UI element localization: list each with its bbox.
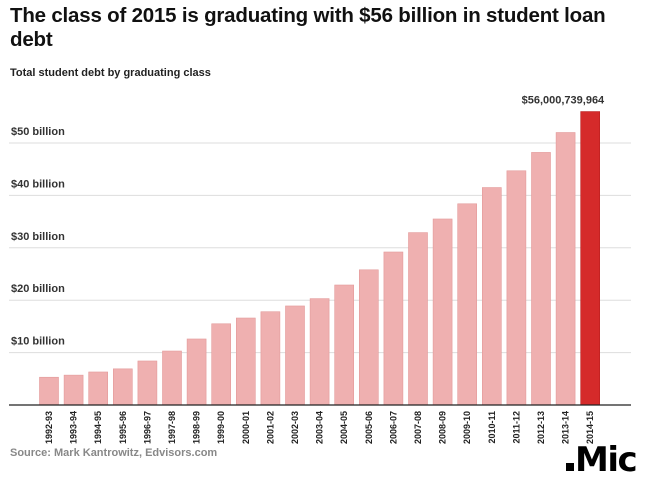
bar-2008-09 [432, 218, 453, 406]
x-tick-label: 2001-02 [265, 411, 275, 444]
x-tick-label: 1992-93 [44, 411, 54, 444]
x-tick-label: 1995-96 [118, 411, 128, 444]
bar-1998-99 [186, 338, 207, 406]
x-tick-label: 2007-08 [413, 411, 423, 444]
x-tick-label: 1997-98 [167, 411, 177, 444]
x-tick-label: 2004-05 [339, 411, 349, 444]
y-tick-label: $50 billion [11, 126, 65, 138]
x-tick-label: 2006-07 [388, 411, 398, 444]
chart-subtitle: Total student debt by graduating class [10, 67, 211, 79]
bar-2005-06 [358, 269, 379, 406]
bar-2009-10 [457, 203, 478, 406]
y-tick-label: $20 billion [11, 283, 65, 295]
bar-2002-03 [285, 305, 305, 406]
chart-title: The class of 2015 is graduating with $56… [10, 4, 606, 51]
x-tick-label: 2012-13 [536, 411, 546, 444]
x-tick-label: 2010-11 [487, 411, 497, 444]
bar-2001-02 [260, 311, 281, 406]
bar-2004-05 [334, 284, 355, 406]
x-tick-label: 2009-10 [462, 411, 472, 444]
bar-1996-97 [137, 360, 158, 406]
bar-1992-93 [39, 376, 59, 406]
bar-2011-12 [506, 170, 527, 406]
bar-2003-04 [309, 298, 330, 406]
bar-2012-13 [531, 152, 551, 406]
bar-2006-07 [383, 251, 404, 406]
x-tick-label: 1998-99 [192, 411, 202, 444]
x-tick-label: 2014-15 [585, 411, 595, 444]
source-note: Source: Mark Kantrowitz, Edvisors.com [10, 447, 218, 459]
x-tick-label: 2000-01 [241, 411, 251, 444]
bar-1993-94 [63, 374, 84, 406]
mic-logo: Mic [566, 440, 638, 480]
x-tick-label: 1994-95 [93, 411, 103, 444]
x-tick-label: 2003-04 [315, 411, 325, 444]
data-label: $56,000,739,964 [522, 95, 605, 107]
bar-1999-00 [211, 323, 231, 406]
logo-text: Mic [575, 440, 638, 480]
x-tick-label: 2011-12 [511, 411, 521, 444]
bar-1994-95 [88, 371, 108, 406]
y-tick-label: $10 billion [11, 336, 65, 348]
x-tick-label: 1993-94 [69, 411, 79, 444]
bar-2014-15 [580, 111, 601, 406]
x-tick-label: 2013-14 [561, 411, 571, 444]
x-tick-label: 1996-97 [142, 411, 152, 444]
bar-1995-96 [113, 368, 133, 406]
x-tick-label: 1999-00 [216, 411, 226, 444]
y-tick-label: $30 billion [11, 231, 65, 243]
x-tick-label: 2002-03 [290, 411, 300, 444]
bar-2000-01 [236, 317, 256, 406]
x-tick-label: 2008-09 [438, 411, 448, 444]
bar-2007-08 [408, 232, 428, 406]
bar-2013-14 [555, 132, 576, 406]
x-tick-label: 2005-06 [364, 411, 374, 444]
bar-2010-11 [481, 187, 502, 406]
y-tick-label: $40 billion [11, 178, 65, 190]
bar-1997-98 [162, 350, 182, 406]
